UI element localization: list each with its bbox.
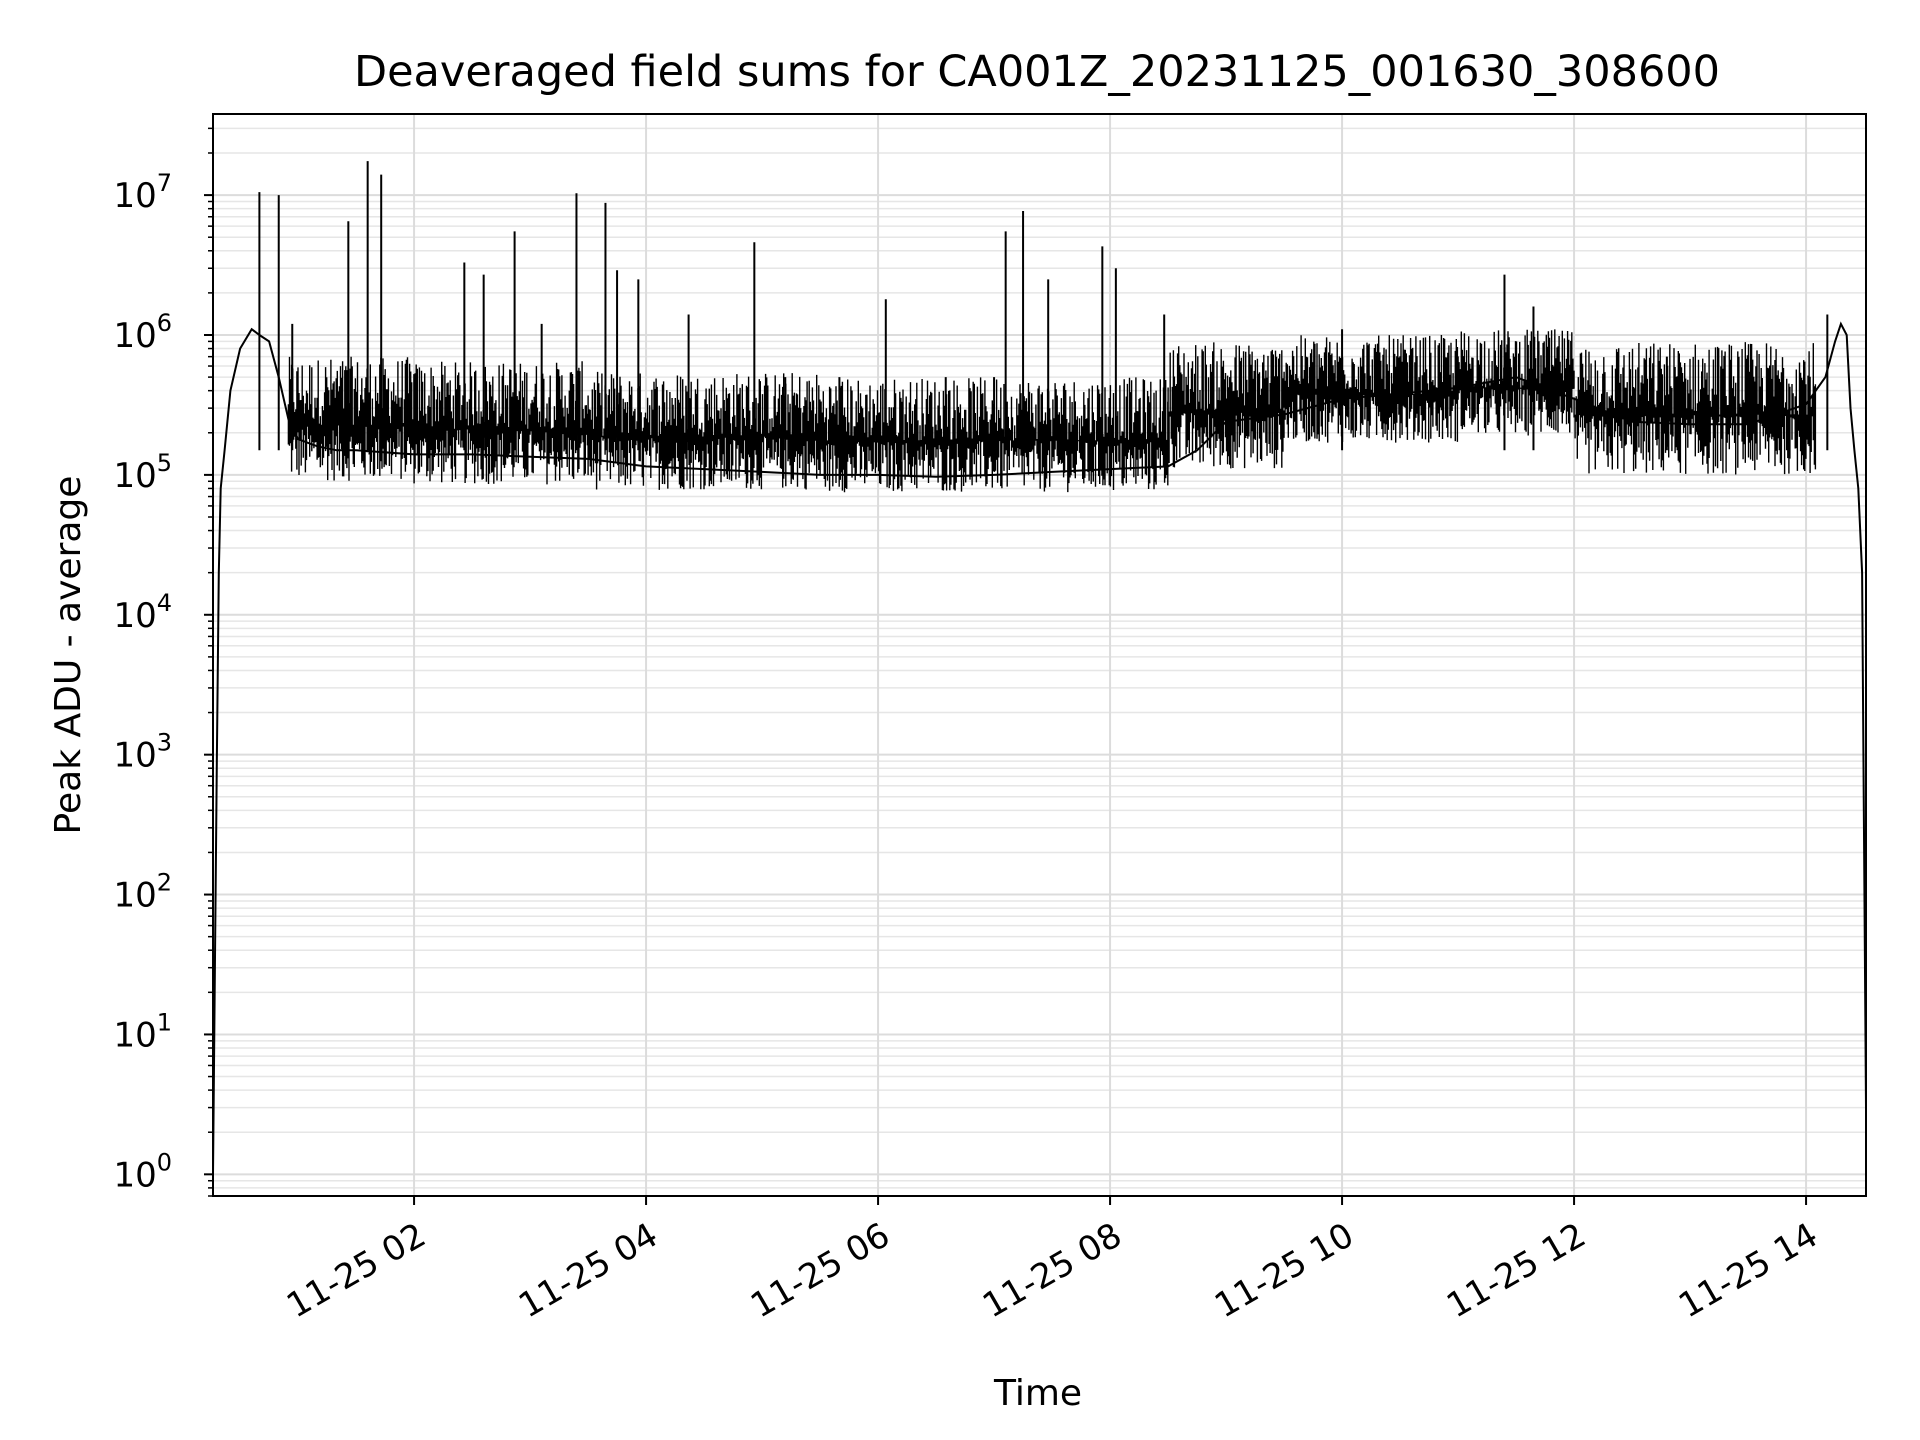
y-tick-label: 105 (113, 449, 172, 496)
grid (213, 114, 1866, 1197)
y-tick-label: 100 (113, 1148, 172, 1195)
y-tick-label: 106 (113, 309, 172, 356)
y-tick-label: 101 (113, 1008, 172, 1055)
series-noise (287, 329, 1817, 493)
y-tick-label: 103 (113, 729, 172, 776)
plot-area (212, 161, 1867, 1175)
chart-title: Deaveraged field sums for CA001Z_2023112… (354, 47, 1720, 97)
y-tick-label: 107 (113, 169, 172, 216)
y-tick-label: 102 (113, 869, 172, 916)
series-line (212, 321, 1867, 1175)
y-tick-label: 104 (113, 589, 172, 636)
x-axis-label: Time (993, 1373, 1082, 1414)
plot-frame (212, 113, 1867, 1197)
y-axis-label: Peak ADU - average (48, 476, 89, 835)
